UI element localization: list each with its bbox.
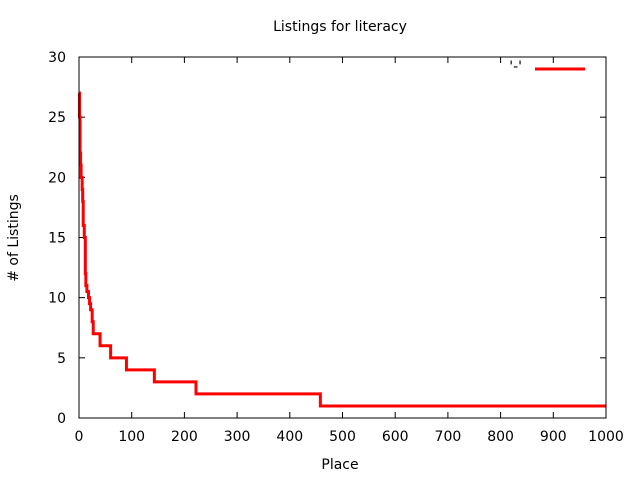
chart-title: Listings for literacy — [273, 19, 407, 35]
x-tick-label: 600 — [382, 429, 409, 445]
y-tick-label: 15 — [48, 231, 66, 247]
x-tick-label: 200 — [171, 429, 198, 445]
legend-label: '-' — [509, 59, 522, 75]
y-axis-label: # of Listings — [6, 194, 22, 282]
series-layer — [78, 91, 606, 408]
x-tick-label: 400 — [276, 429, 303, 445]
x-tick-label: 0 — [75, 429, 84, 445]
x-tick-label: 500 — [329, 429, 356, 445]
y-tick-label: 0 — [57, 411, 66, 427]
x-tick-label: 800 — [487, 429, 514, 445]
x-tick-label: 900 — [540, 429, 567, 445]
legend: '-' — [509, 59, 585, 75]
x-axis-label: Place — [321, 457, 358, 473]
x-tick-label: 300 — [224, 429, 251, 445]
y-tick-label: 25 — [48, 110, 66, 126]
y-tick-label: 5 — [57, 351, 66, 367]
x-tick-label: 1000 — [588, 429, 624, 445]
x-tick-label: 100 — [118, 429, 145, 445]
tick-labels: 0 100 200 300 400 500 600 700 800 900 1000 0 5 10 15 20… — [48, 50, 624, 445]
plot-border — [78, 56, 607, 419]
y-tick-label: 30 — [48, 50, 66, 66]
x-tick-label: 700 — [435, 429, 462, 445]
y-tick-label: 10 — [48, 291, 66, 307]
series-line — [78, 91, 606, 408]
y-tick-label: 20 — [48, 170, 66, 186]
